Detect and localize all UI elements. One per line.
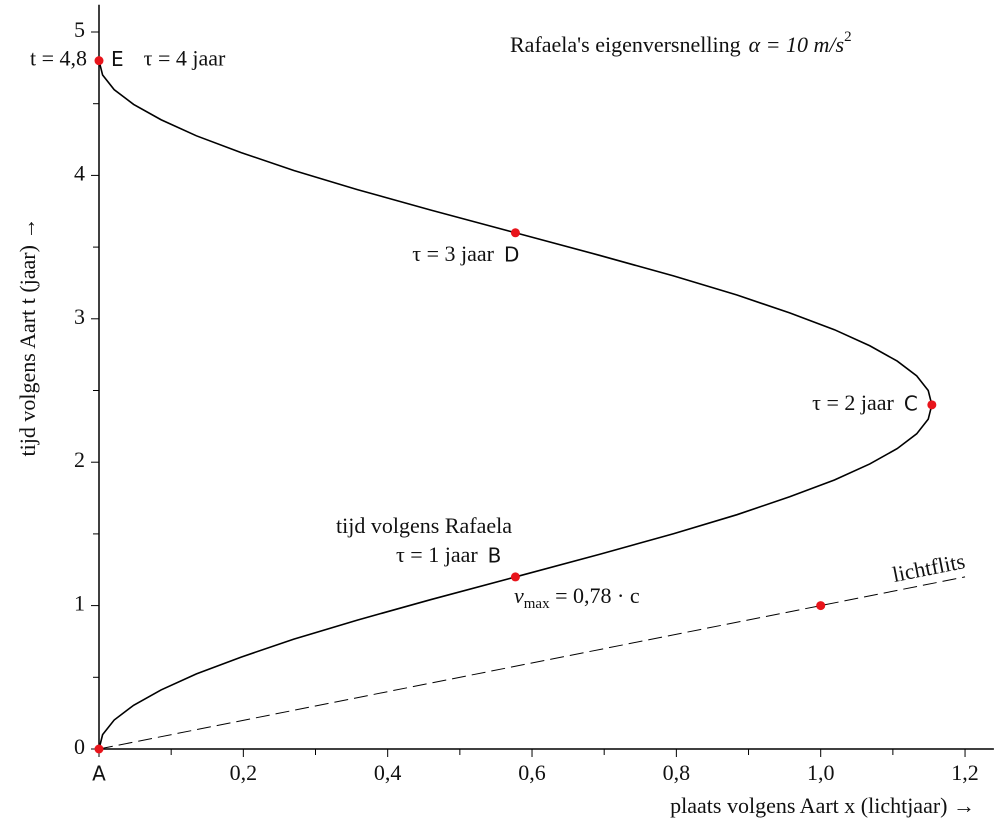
x-tick-label: 0,4 <box>374 760 402 785</box>
point-text: τ = 4 jaar <box>144 46 226 71</box>
y-tick-label: 2 <box>74 447 85 472</box>
y-tick-label: 4 <box>74 160 85 185</box>
x-tick-label: 1,0 <box>807 760 835 785</box>
series-label: lichtflits <box>890 548 967 587</box>
point-text: τ = 1 jaar <box>396 542 478 567</box>
title-sup: 2 <box>844 29 852 45</box>
x-tick-label: 0,2 <box>230 760 258 785</box>
point-label: B <box>488 543 502 567</box>
title-math: α = 10 m/s <box>749 32 844 57</box>
y-tick-label: 0 <box>74 734 85 759</box>
point-text: τ = 2 jaar <box>812 390 894 415</box>
y-tick-label: 3 <box>74 304 85 329</box>
x-tick-label: 0,8 <box>663 760 691 785</box>
vmax-sub: max <box>524 596 550 612</box>
point-text: τ = 3 jaar <box>412 241 494 266</box>
chart-title: Rafaela's eigenversnelling α = 10 m/s2 <box>510 29 852 57</box>
x-axis-label: plaats volgens Aart x (lichtjaar) → <box>670 793 975 818</box>
annotation: tijd volgens Rafaela <box>336 513 512 538</box>
point <box>510 228 520 238</box>
point-t-label: t = 4,8 <box>30 46 87 71</box>
title-text: Rafaela's eigenversnelling <box>510 32 741 57</box>
x-tick-label: 1,2 <box>951 760 979 785</box>
point <box>927 400 937 410</box>
vmax-text: = 0,78 · c <box>550 583 640 608</box>
x-tick-label: A <box>92 762 106 786</box>
point-label: E <box>111 47 124 71</box>
point <box>510 572 520 582</box>
worldline <box>98 60 933 750</box>
y-axis-label: tijd volgens Aart t (jaar) → <box>15 218 40 457</box>
vmax-symbol: v <box>514 583 524 608</box>
point-label: D <box>504 242 519 266</box>
y-tick-label: 1 <box>74 591 85 616</box>
light-line <box>98 576 966 750</box>
x-tick-label: 0,6 <box>518 760 546 785</box>
vmax-label: vmax = 0,78 · c <box>514 583 640 612</box>
y-tick-label: 5 <box>74 17 85 42</box>
point-label: C <box>904 391 918 415</box>
point <box>94 56 104 66</box>
point <box>816 601 826 611</box>
point <box>94 744 104 754</box>
